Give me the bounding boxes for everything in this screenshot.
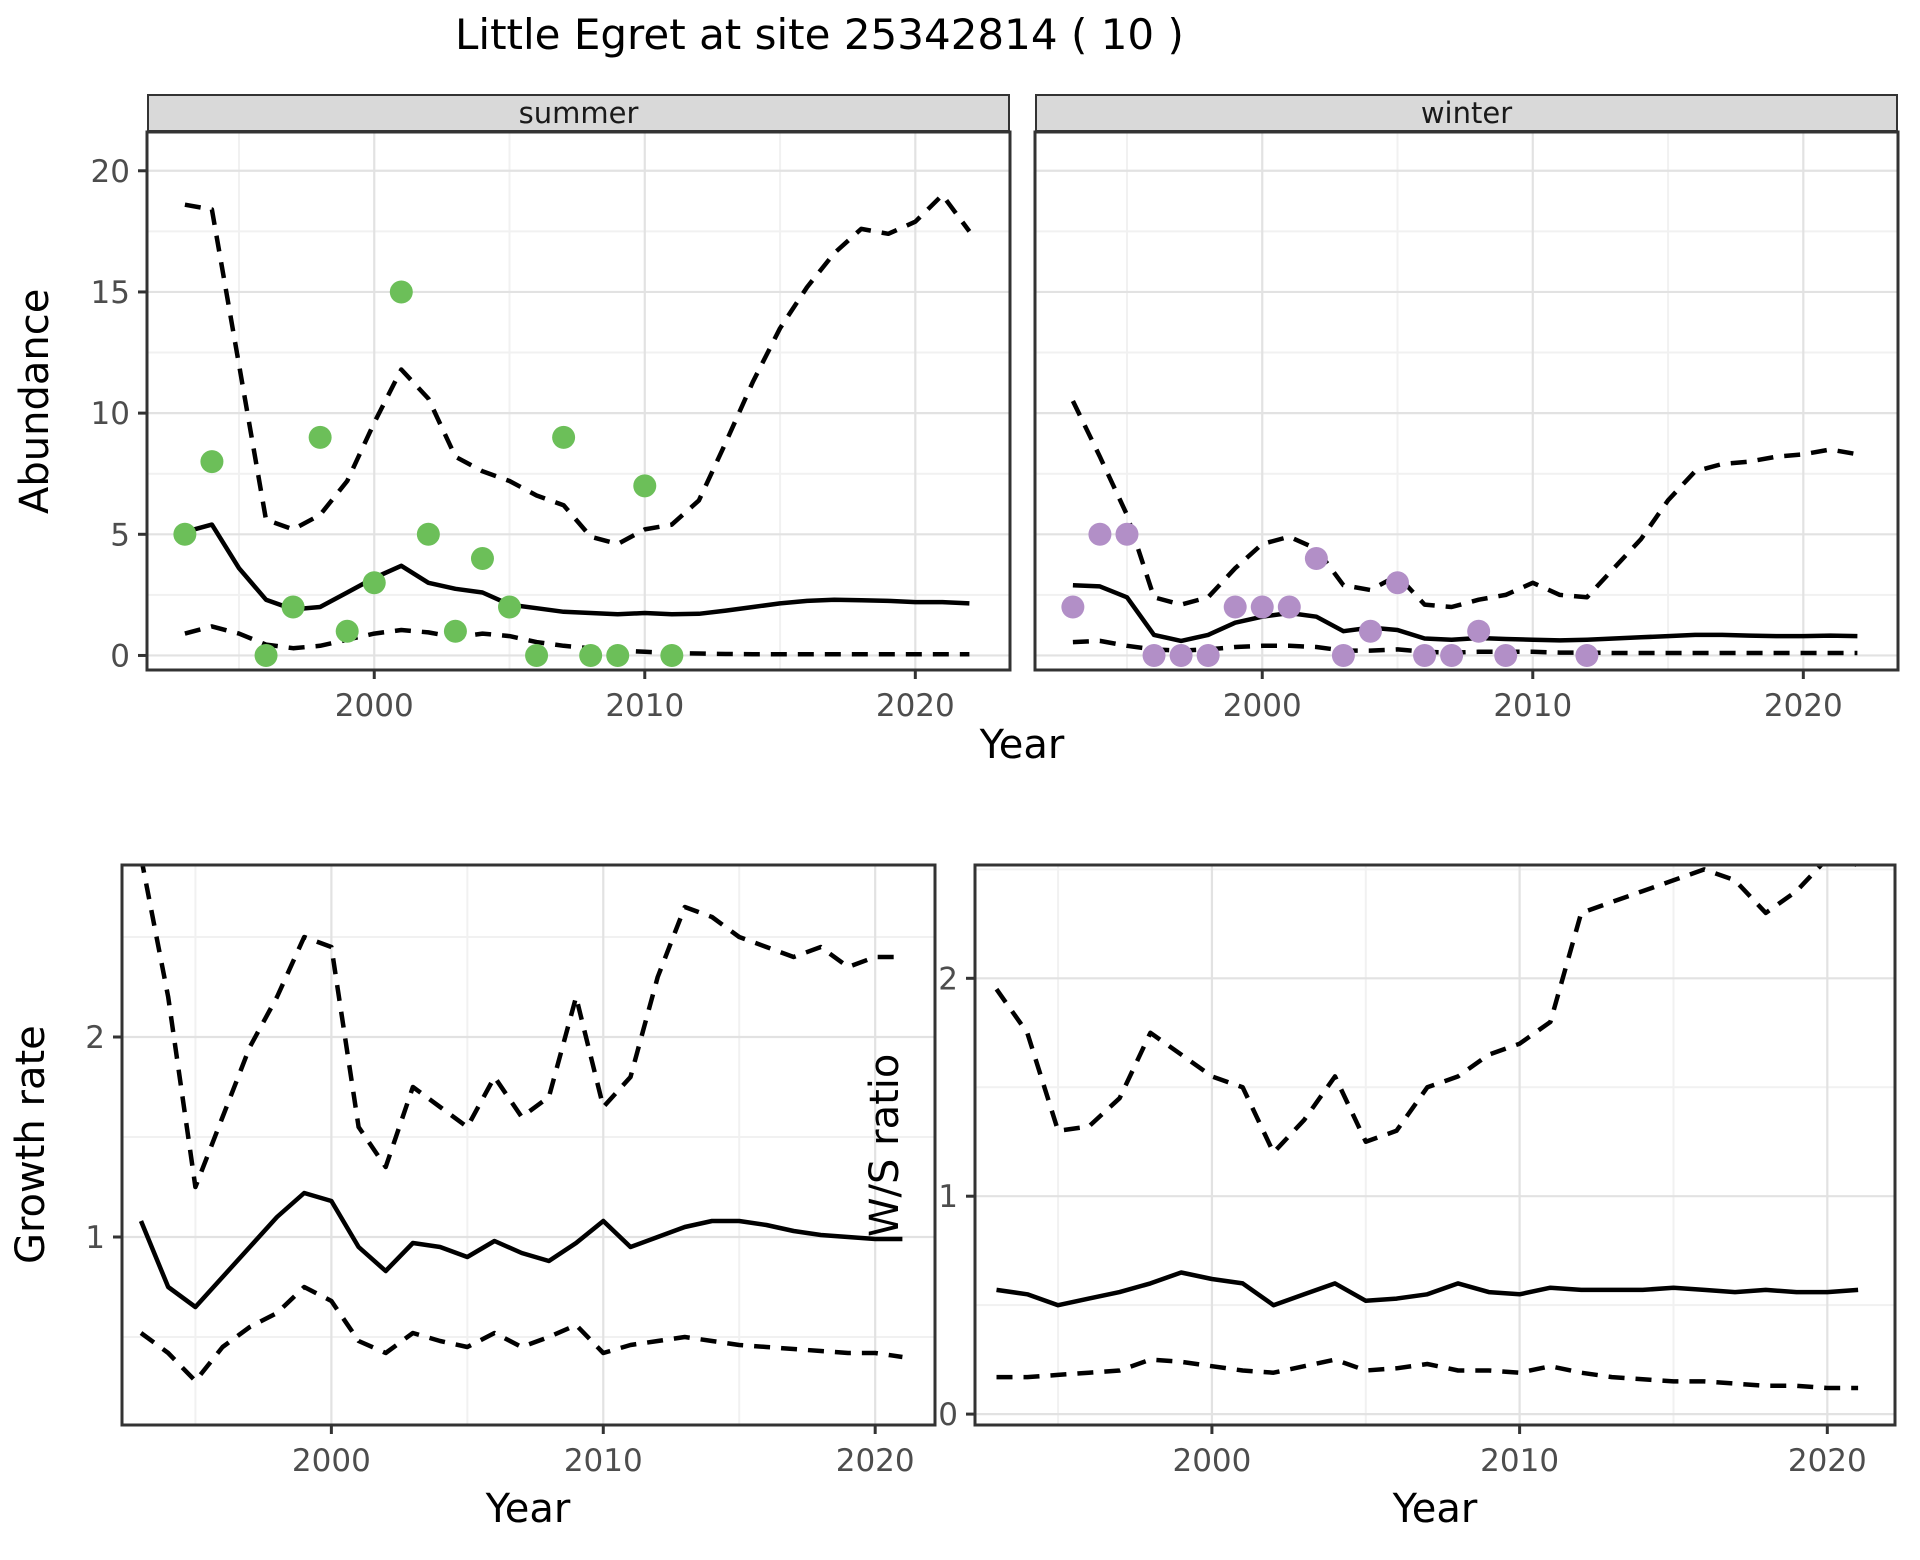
data-point [606,643,630,667]
panel-border [145,130,1012,672]
y-tick-label: 10 [91,396,130,432]
top-year-axis-label: Year [979,722,1065,768]
x-tick-label: 2000 [1223,688,1302,724]
series-median [1072,582,1858,644]
data-point [1358,619,1382,643]
data-point [254,643,278,667]
data-point [1494,643,1518,667]
data-point [1386,571,1410,595]
y-tick-label: 0 [110,638,130,674]
data-point [443,619,467,643]
y-tick-label: 1 [85,1220,105,1256]
data-point [1413,643,1437,667]
facet-strip-summer: summer [147,94,1010,132]
plot-area [1035,132,1898,670]
data-point [579,643,603,667]
summer-abundance-chart: 2000 2010 2020 0 5 10 15 20 [91,130,1012,724]
x-tick-label: 2010 [1480,1443,1559,1479]
data-point [633,474,657,498]
series-upper-ci [184,192,972,547]
data-point [200,450,224,474]
series-median [996,1270,1859,1308]
data-point [308,425,332,449]
y-tick-label: 2 [938,961,958,997]
data-point [470,547,494,571]
growth-rate-axis-label: Growth rate [8,1025,54,1265]
x-tick-label: 2000 [1172,1443,1251,1479]
data-point [1061,595,1085,619]
series-median [138,1190,903,1310]
plot-area [122,865,935,1425]
data-point [335,619,359,643]
data-point [416,522,440,546]
x-tick-label: 2000 [335,688,414,724]
facet-strip-winter: winter [1035,94,1898,132]
x-tick-label: 2010 [1493,688,1572,724]
ws-ratio-chart: 2000 2010 2020 0 1 2 [938,863,1897,1479]
data-point [1440,643,1464,667]
data-point [1223,595,1247,619]
facet-strip-summer-label: summer [518,96,639,130]
data-point [1115,522,1139,546]
ws-ratio-axis-label: W/S ratio [862,1053,908,1237]
panel-border [120,863,937,1427]
data-point [1169,643,1193,667]
series-lower-ci [184,624,970,657]
data-point [1467,619,1491,643]
data-point [281,595,305,619]
panel-background [1035,132,1898,670]
x-tick-label: 2020 [836,1443,915,1479]
panel-background [122,865,935,1425]
chart-title: Little Egret at site 25342814 ( 10 ) [455,10,1184,59]
panel-border [973,863,1897,1427]
data-point [1331,643,1355,667]
data-point [1196,643,1220,667]
data-point [173,522,197,546]
data-point [362,571,386,595]
data-point [1250,595,1274,619]
data-point [1088,522,1112,546]
x-tick-label: 2020 [1764,688,1843,724]
data-point [498,595,522,619]
facet-strip-winter-label: winter [1420,96,1513,130]
plot-area [147,132,1010,670]
data-point [1277,595,1301,619]
data-point [1304,547,1328,571]
data-point [389,280,413,304]
growth-year-axis-label: Year [485,1486,571,1532]
series-lower-ci [139,1284,903,1384]
data-point [660,643,684,667]
winter-abundance-chart: 2000 2010 2020 [1033,130,1900,724]
data-point [1575,643,1599,667]
panel-background [147,132,1010,670]
x-tick-label: 2020 [876,688,955,724]
plot-area [975,865,1895,1425]
series-upper-ci [140,865,903,1190]
y-tick-label: 20 [91,154,130,190]
growth-rate-chart: 2000 2010 2020 1 2 [85,863,937,1479]
abundance-axis-label: Abundance [12,288,58,514]
data-point [552,425,576,449]
series-lower-ci [1072,638,1858,656]
series-median [184,522,970,617]
x-tick-label: 2010 [605,688,684,724]
x-tick-label: 2010 [564,1443,643,1479]
data-point [525,643,549,667]
panel-background [975,865,1895,1425]
series-upper-ci [994,865,1859,1155]
data-point [1142,643,1166,667]
y-tick-label: 5 [110,517,130,553]
y-tick-label: 1 [938,1179,958,1215]
x-tick-label: 2000 [292,1443,371,1479]
panel-border [1033,130,1900,672]
y-tick-label: 2 [85,1020,105,1056]
y-tick-label: 15 [91,275,130,311]
y-tick-label: 0 [938,1397,958,1433]
ws-year-axis-label: Year [1392,1486,1478,1532]
series-lower-ci [996,1357,1859,1391]
x-tick-label: 2020 [1788,1443,1867,1479]
